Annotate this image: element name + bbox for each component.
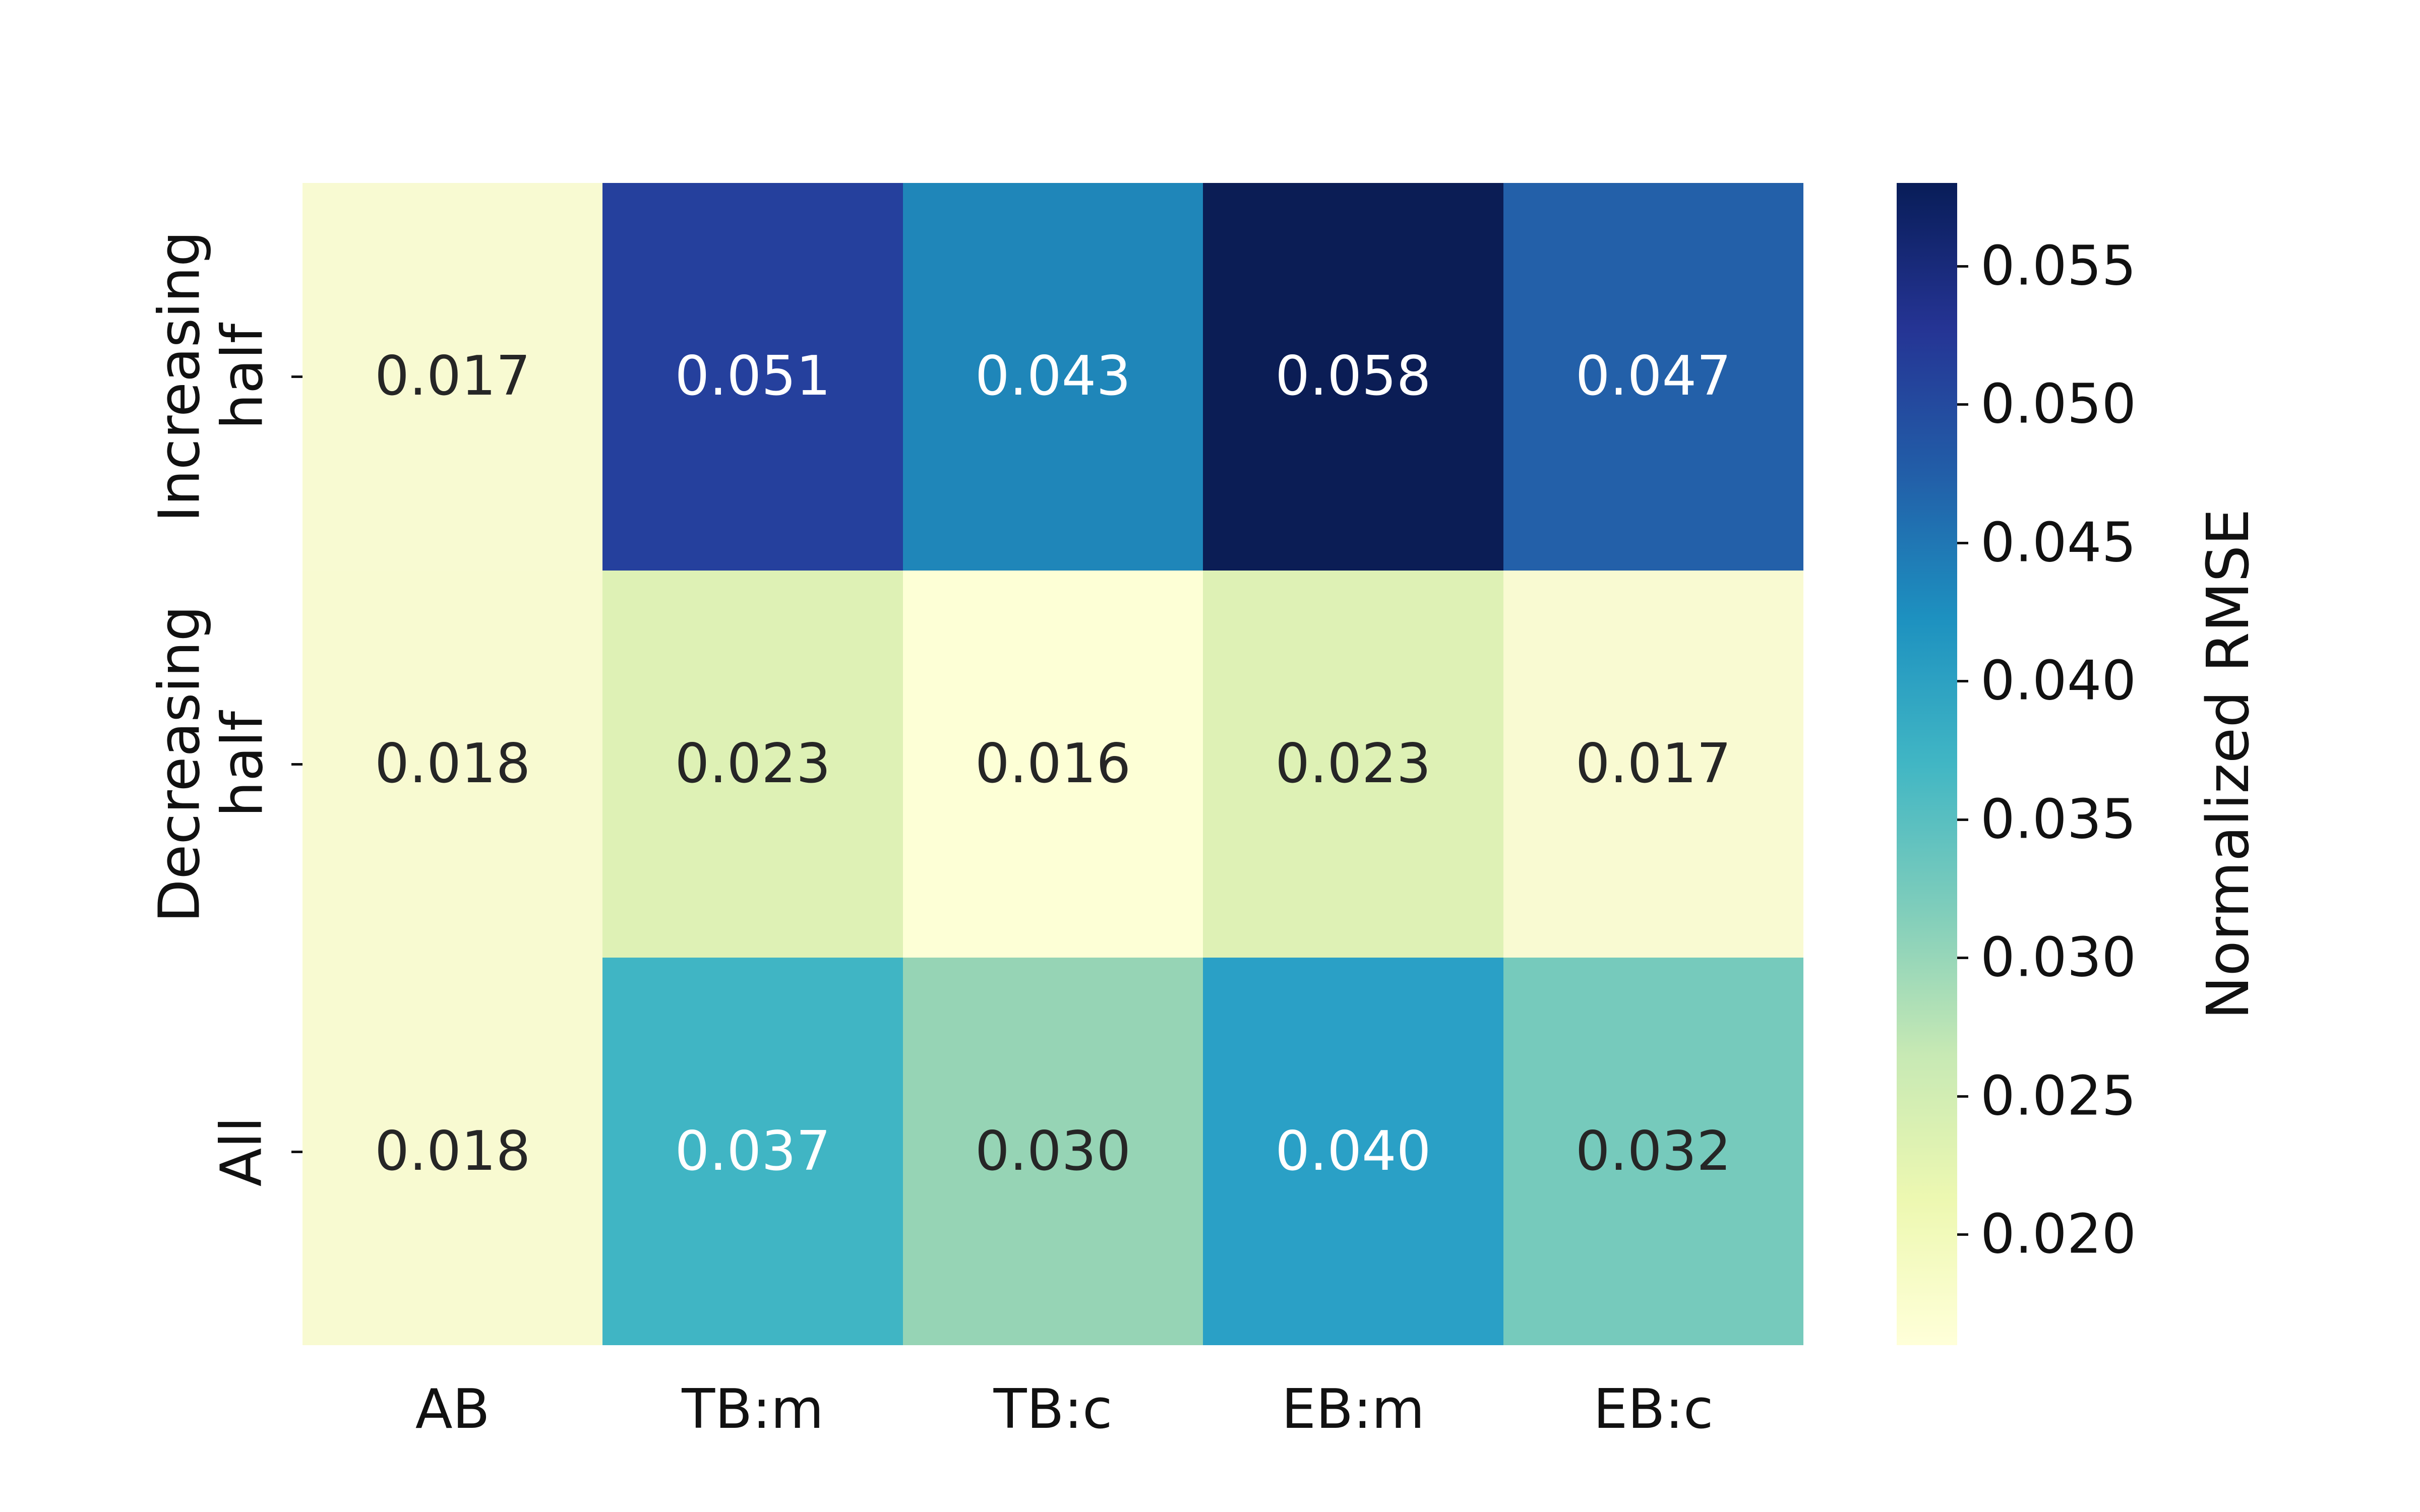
- colorbar-tick-mark: [1957, 1233, 1968, 1236]
- heatmap-cell: 0.017: [1503, 570, 1803, 958]
- x-tick-label: EB:m: [1281, 1378, 1425, 1441]
- colorbar-tick-mark: [1957, 403, 1968, 406]
- cell-value: 0.058: [1275, 345, 1431, 408]
- colorbar-tick-label: 0.025: [1980, 1064, 2137, 1128]
- cell-value: 0.043: [975, 345, 1131, 408]
- cell-value: 0.032: [1575, 1119, 1731, 1183]
- cell-value: 0.023: [1275, 732, 1431, 795]
- heatmap-cell: 0.040: [1203, 958, 1503, 1345]
- cell-value: 0.018: [375, 1119, 531, 1183]
- cell-value: 0.037: [675, 1119, 831, 1183]
- cell-value: 0.030: [975, 1119, 1131, 1183]
- colorbar-tick-mark: [1957, 818, 1968, 821]
- cell-value: 0.017: [375, 345, 531, 408]
- colorbar-tick-label: 0.035: [1980, 788, 2137, 851]
- cell-value: 0.016: [975, 732, 1131, 795]
- colorbar-tick-label: 0.040: [1980, 649, 2137, 713]
- heatmap-cell: 0.058: [1203, 183, 1503, 571]
- colorbar-tick-mark: [1957, 680, 1968, 683]
- heatmap-cell: 0.051: [602, 183, 903, 571]
- y-tick-label: All: [209, 1116, 275, 1187]
- x-tick-label: AB: [415, 1378, 490, 1441]
- colorbar-tick-label: 0.050: [1980, 372, 2137, 436]
- y-tick-mark: [291, 1151, 302, 1153]
- x-tick-label: EB:c: [1593, 1378, 1714, 1441]
- heatmap-cell: 0.023: [602, 570, 903, 958]
- colorbar-tick-label: 0.030: [1980, 926, 2137, 989]
- cell-value: 0.018: [375, 732, 531, 795]
- cell-value: 0.023: [675, 732, 831, 795]
- heatmap-cell: 0.016: [902, 570, 1203, 958]
- heatmap-cell: 0.018: [302, 570, 603, 958]
- heatmap-cell: 0.043: [902, 183, 1203, 571]
- colorbar-tick-mark: [1957, 957, 1968, 960]
- heatmap-cell: 0.030: [902, 958, 1203, 1345]
- colorbar-tick-label: 0.045: [1980, 511, 2137, 575]
- heatmap-cell: 0.037: [602, 958, 903, 1345]
- colorbar-tick-label: 0.020: [1980, 1203, 2137, 1266]
- heatmap-grid: 0.017 0.051 0.043 0.058 0.047 0.018 0.023 0.016…: [302, 183, 1803, 1345]
- y-tick-label: Increasing half: [147, 230, 276, 523]
- colorbar-tick-mark: [1957, 1095, 1968, 1098]
- colorbar-tick-mark: [1957, 265, 1968, 268]
- cell-value: 0.051: [675, 345, 831, 408]
- x-axis-labels: AB TB:m TB:c EB:m EB:c: [302, 1367, 1803, 1453]
- cell-value: 0.040: [1275, 1119, 1431, 1183]
- y-tick-mark: [291, 763, 302, 766]
- cell-value: 0.017: [1575, 732, 1731, 795]
- colorbar-tick-label: 0.055: [1980, 234, 2137, 298]
- colorbar-gradient: [1897, 183, 1957, 1345]
- heatmap-cell: 0.018: [302, 958, 603, 1345]
- y-tick-mark: [291, 375, 302, 378]
- heatmap-cell: 0.047: [1503, 183, 1803, 571]
- heatmap-cell: 0.017: [302, 183, 603, 571]
- colorbar-label: Normalized RMSE: [2195, 509, 2262, 1020]
- heatmap-cell: 0.023: [1203, 570, 1503, 958]
- colorbar-tick-mark: [1957, 541, 1968, 544]
- x-tick-label: TB:m: [682, 1378, 824, 1441]
- x-tick-label: TB:c: [993, 1378, 1113, 1441]
- heatmap-cell: 0.032: [1503, 958, 1803, 1345]
- y-tick-label: Decreasing half: [147, 605, 276, 923]
- cell-value: 0.047: [1575, 345, 1731, 408]
